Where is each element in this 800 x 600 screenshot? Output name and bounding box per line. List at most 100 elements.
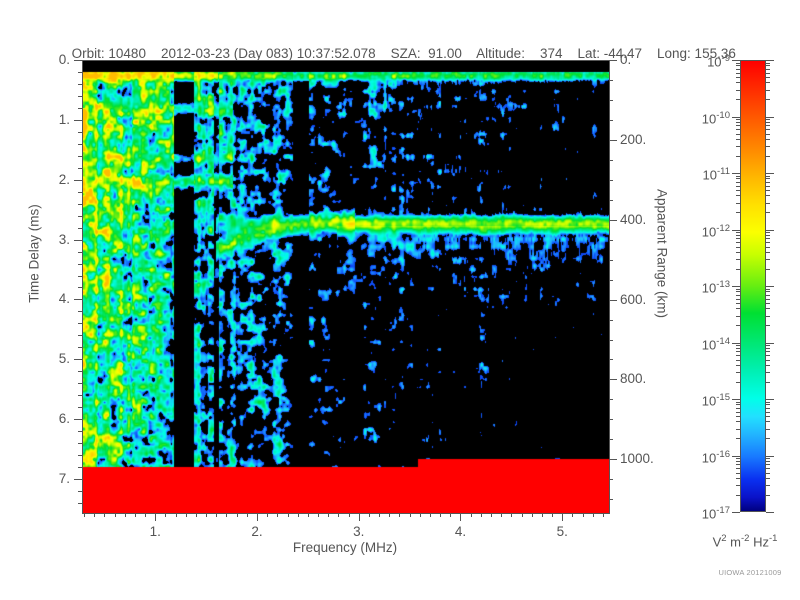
axis-tick <box>766 139 770 140</box>
axis-tick <box>736 186 740 187</box>
axis-tick <box>766 146 770 147</box>
axis-tick <box>766 348 770 349</box>
axis-tick <box>736 325 740 326</box>
axis-tick <box>562 513 563 521</box>
axis-tick <box>125 513 126 517</box>
axis-tick <box>74 60 82 61</box>
axis-tick <box>736 478 740 479</box>
axis-tick <box>766 176 770 177</box>
axis-tick <box>609 260 613 261</box>
axis-tick <box>328 513 329 517</box>
axis-tick <box>736 134 740 135</box>
axis-tick <box>766 82 770 83</box>
axis-tick <box>736 247 740 248</box>
axis-tick <box>593 513 594 517</box>
axis-tick <box>766 90 770 91</box>
axis-tick <box>379 513 380 517</box>
axis-tick <box>766 365 770 366</box>
axis-tick <box>78 192 82 193</box>
axis-tick <box>78 371 82 372</box>
axis-tick <box>298 513 299 517</box>
axis-tick <box>359 513 360 521</box>
axis-tick <box>491 513 492 517</box>
credit-text: UIOWA 20121009 <box>718 568 782 577</box>
axis-tick <box>766 429 770 430</box>
axis-tick <box>766 242 770 243</box>
axis-tick <box>732 230 740 231</box>
axis-tick <box>732 286 740 287</box>
axis-tick <box>78 311 82 312</box>
axis-tick <box>609 359 613 360</box>
axis-tick <box>338 513 339 517</box>
axis-tick <box>766 230 774 231</box>
axis-tick <box>399 513 400 517</box>
axis-tick <box>78 156 82 157</box>
axis-tick <box>736 429 740 430</box>
axis-tick <box>736 190 740 191</box>
axis-tick <box>609 140 617 141</box>
axis-tick <box>736 63 740 64</box>
y-axis-left-tick-label: 3. <box>58 231 70 247</box>
axis-tick <box>511 513 512 517</box>
colorbar-tick-label: 10-15 <box>701 392 730 409</box>
y-axis-right-tick-label: 1000. <box>620 451 654 467</box>
axis-tick <box>78 323 82 324</box>
axis-tick <box>609 80 613 81</box>
axis-tick <box>609 120 613 121</box>
axis-tick <box>532 513 533 517</box>
axis-tick <box>736 195 740 196</box>
axis-tick <box>766 195 770 196</box>
axis-tick <box>766 360 770 361</box>
axis-tick <box>186 513 187 517</box>
axis-tick <box>609 320 613 321</box>
axis-tick <box>766 238 770 239</box>
axis-tick <box>766 495 770 496</box>
axis-tick <box>736 212 740 213</box>
axis-tick <box>766 468 770 469</box>
axis-tick <box>78 503 82 504</box>
axis-tick <box>736 156 740 157</box>
axis-tick <box>766 485 770 486</box>
axis-tick <box>766 125 770 126</box>
axis-tick <box>766 259 770 260</box>
axis-tick <box>176 513 177 517</box>
spectrogram-canvas <box>83 61 609 513</box>
axis-tick <box>736 421 740 422</box>
axis-tick <box>732 343 740 344</box>
axis-tick <box>736 416 740 417</box>
axis-tick <box>766 512 774 513</box>
axis-tick <box>736 139 740 140</box>
axis-tick <box>609 200 613 201</box>
colorbar-tick-label: 10-17 <box>701 505 730 522</box>
axis-tick <box>736 65 740 66</box>
axis-tick <box>78 72 82 73</box>
axis-tick <box>196 513 197 517</box>
axis-tick <box>766 438 770 439</box>
axis-tick <box>736 461 740 462</box>
axis-tick <box>766 134 770 135</box>
axis-tick <box>736 259 740 260</box>
axis-tick <box>766 316 770 317</box>
axis-tick <box>349 513 350 517</box>
y-axis-right-tick-label: 0. <box>620 52 632 67</box>
axis-tick <box>104 513 105 517</box>
axis-tick <box>318 513 319 517</box>
axis-tick <box>78 144 82 145</box>
axis-tick <box>736 73 740 74</box>
axis-tick <box>732 117 740 118</box>
axis-tick <box>766 382 770 383</box>
axis-tick <box>766 122 770 123</box>
axis-tick <box>288 513 289 517</box>
axis-tick <box>155 513 156 521</box>
axis-tick <box>766 117 774 118</box>
axis-tick <box>609 100 613 101</box>
axis-tick <box>609 280 613 281</box>
axis-tick <box>766 295 770 296</box>
colorbar-tick-label: 10-10 <box>701 109 730 126</box>
axis-tick <box>766 308 770 309</box>
axis-tick <box>84 513 85 517</box>
colorbar-tick-label: 10-12 <box>701 222 730 239</box>
axis-tick <box>583 513 584 517</box>
axis-tick <box>766 456 774 457</box>
colorbar-gradient <box>740 60 766 512</box>
